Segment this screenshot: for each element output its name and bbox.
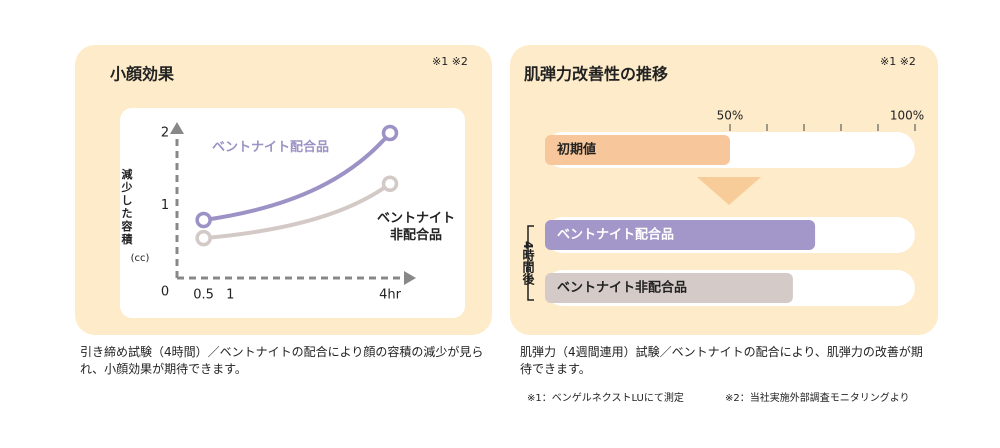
plot-box — [120, 108, 465, 318]
legend-label: ベントナイト非配合品 — [376, 211, 455, 243]
footnote: ※2：当社実施外部調査モニタリングより — [725, 393, 910, 404]
bar — [545, 273, 793, 303]
bracket — [527, 225, 534, 301]
y-axis-label: 減少した容積 — [121, 168, 133, 246]
x-tick-label: 0.5 — [193, 288, 214, 303]
x-tick-label: 4hr — [379, 288, 402, 303]
point — [381, 124, 399, 142]
series-line — [203, 182, 392, 241]
category-label: ベントナイト配合品 — [557, 227, 674, 243]
point — [195, 211, 212, 229]
caption: 肌弾力（4週間連用）試験／ベントナイトの配合により、肌弾力の改善が期待できます。 — [520, 345, 923, 376]
x-tick-label: 100% — [890, 109, 924, 123]
note: ※1 ※2 — [432, 55, 468, 68]
category-label: 初期値 — [557, 142, 596, 158]
arrow — [404, 271, 416, 285]
bar — [545, 135, 730, 165]
note: ※1 ※2 — [880, 55, 916, 68]
y-tick-label: 0 — [161, 285, 169, 300]
x-tick-label: 50% — [717, 109, 744, 123]
category-label: ベントナイト非配合品 — [557, 280, 687, 296]
arrow — [170, 122, 184, 134]
bar — [545, 220, 816, 250]
y-axis-unit: (cc) — [130, 253, 150, 264]
point — [195, 229, 212, 247]
chart-title: 肌弾力改善性の推移 — [524, 65, 668, 84]
y-tick-label: 2 — [161, 126, 169, 141]
arrow-down — [697, 177, 761, 205]
x-tick-label: 1 — [226, 288, 234, 303]
caption: 引き締め試験（4時間）／ベントナイトの配合により顔の容積の減少が見られ、小顔効果… — [80, 345, 484, 376]
group-label: 4時間後 — [521, 241, 535, 286]
series-line — [203, 131, 392, 222]
point — [381, 175, 399, 192]
y-tick-label: 1 — [161, 198, 169, 213]
footnote: ※1：ベンゲルネクストLUにて測定 — [527, 393, 684, 404]
legend-label: ベントナイト配合品 — [212, 140, 330, 155]
chart-title: 小顔効果 — [110, 65, 174, 84]
